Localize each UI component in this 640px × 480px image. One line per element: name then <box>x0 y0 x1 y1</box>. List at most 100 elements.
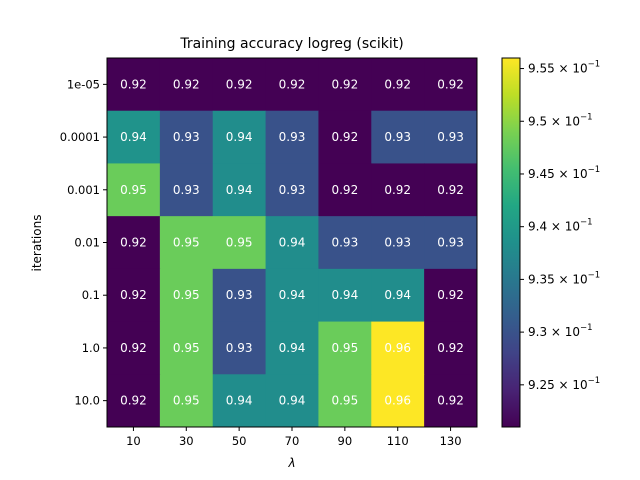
heatmap-cell <box>265 58 319 112</box>
cell-value-label: 0.93 <box>226 288 253 302</box>
cell-value-label: 0.93 <box>384 130 411 144</box>
cell-value-label: 0.92 <box>384 77 411 91</box>
heatmap-cell <box>371 163 425 217</box>
cell-value-label: 0.95 <box>173 288 200 302</box>
cell-value-label: 0.95 <box>331 341 358 355</box>
y-tick-label: 1.0 <box>82 341 100 355</box>
y-tick-label: 0.1 <box>82 288 100 302</box>
cell-value-label: 0.95 <box>226 236 253 250</box>
cell-value-label: 0.92 <box>120 394 147 408</box>
heatmap-cell <box>318 321 372 375</box>
heatmap-cell <box>424 216 478 270</box>
heatmap-cell <box>318 216 372 270</box>
heatmap-cell <box>159 321 214 375</box>
cell-value-label: 0.93 <box>437 236 464 250</box>
heatmap-cell <box>265 110 319 164</box>
cell-value-label: 0.94 <box>279 236 306 250</box>
heatmap-cell <box>159 110 214 164</box>
y-tick-label: 1e-05 <box>67 77 100 91</box>
cell-value-label: 0.93 <box>173 130 200 144</box>
heatmap-cell <box>371 321 425 375</box>
colorbar-tick-label: 9.45 × 10−1 <box>528 165 600 181</box>
cell-value-label: 0.94 <box>279 288 306 302</box>
heatmap-cell <box>107 268 161 323</box>
heatmap-cell <box>371 268 425 323</box>
colorbar <box>501 57 521 428</box>
cell-value-label: 0.92 <box>120 288 147 302</box>
colorbar-ticks: 9.25 × 10−1 9.3 × 10−1 9.35 × 10−1 9.4 × 10… <box>520 60 600 392</box>
heatmap-cell <box>159 163 214 217</box>
heatmap-cell <box>265 268 319 323</box>
x-tick-label: 110 <box>387 434 409 448</box>
cell-value-label: 0.92 <box>437 183 464 197</box>
heatmap-cell <box>159 268 214 323</box>
heatmap-cell <box>212 216 267 270</box>
colorbar-tick-label: 9.5 × 10−1 <box>528 112 593 128</box>
cell-value-label: 0.96 <box>384 341 411 355</box>
cell-value-label: 0.93 <box>226 341 253 355</box>
cell-value-label: 0.95 <box>173 394 200 408</box>
colorbar-tick-label: 9.25 × 10−1 <box>528 376 600 392</box>
heatmap-cell <box>371 374 425 428</box>
heatmap-cells: 0.92 0.92 0.92 0.92 0.92 0.92 0.92 0.94 0.93 0.94… <box>107 58 478 428</box>
heatmap-cell <box>424 110 478 164</box>
heatmap-cell <box>212 268 267 323</box>
cell-value-label: 0.92 <box>120 341 147 355</box>
cell-value-label: 0.93 <box>437 130 464 144</box>
x-tick-label: 90 <box>338 434 353 448</box>
heatmap-cell <box>159 216 214 270</box>
y-tick-label: 0.001 <box>67 183 100 197</box>
heatmap-cell <box>265 374 319 428</box>
cell-value-label: 0.94 <box>226 394 253 408</box>
heatmap-cell <box>318 374 372 428</box>
colorbar-tick-label: 9.4 × 10−1 <box>528 218 593 234</box>
heatmap-cell <box>424 163 478 217</box>
cell-value-label: 0.92 <box>437 341 464 355</box>
heatmap-cell <box>212 374 267 428</box>
colorbar-tick-label: 9.35 × 10−1 <box>528 270 600 286</box>
heatmap-cell <box>318 268 372 323</box>
cell-value-label: 0.92 <box>331 77 358 91</box>
x-tick-label: 50 <box>232 434 247 448</box>
heatmap-cell <box>107 321 161 375</box>
x-tick-label: 130 <box>440 434 462 448</box>
heatmap-cell <box>212 321 267 375</box>
cell-value-label: 0.92 <box>331 183 358 197</box>
cell-value-label: 0.92 <box>120 77 147 91</box>
cell-value-label: 0.92 <box>384 183 411 197</box>
cell-value-label: 0.92 <box>226 77 253 91</box>
cell-value-label: 0.95 <box>173 341 200 355</box>
x-tick-label: 10 <box>126 434 141 448</box>
heatmap-cell <box>424 58 478 112</box>
cell-value-label: 0.95 <box>120 183 147 197</box>
colorbar-tick-label: 9.3 × 10−1 <box>528 323 593 339</box>
cell-value-label: 0.95 <box>173 236 200 250</box>
cell-value-label: 0.92 <box>437 288 464 302</box>
cell-value-label: 0.93 <box>173 183 200 197</box>
heatmap-cell <box>371 58 425 112</box>
cell-value-label: 0.93 <box>279 130 306 144</box>
cell-value-label: 0.94 <box>279 341 306 355</box>
heatmap-cell <box>318 163 372 217</box>
x-axis-ticks: 10 30 50 70 90 110 130 <box>126 427 462 448</box>
heatmap-cell <box>159 374 214 428</box>
heatmap-cell <box>212 163 267 217</box>
heatmap-cell <box>371 110 425 164</box>
heatmap-cell <box>265 163 319 217</box>
cell-value-label: 0.96 <box>384 394 411 408</box>
cell-value-label: 0.93 <box>331 236 358 250</box>
heatmap-cell <box>424 268 478 323</box>
heatmap-cell <box>107 374 161 428</box>
cell-value-label: 0.94 <box>279 394 306 408</box>
heatmap-cell <box>371 216 425 270</box>
heatmap-cell <box>107 163 161 217</box>
cell-value-label: 0.94 <box>384 288 411 302</box>
cell-value-label: 0.92 <box>120 236 147 250</box>
cell-value-label: 0.94 <box>226 130 253 144</box>
heatmap-cell <box>424 374 478 428</box>
heatmap-cell <box>318 58 372 112</box>
cell-value-label: 0.94 <box>120 130 147 144</box>
heatmap-cell <box>265 216 319 270</box>
heatmap-cell <box>107 110 161 164</box>
